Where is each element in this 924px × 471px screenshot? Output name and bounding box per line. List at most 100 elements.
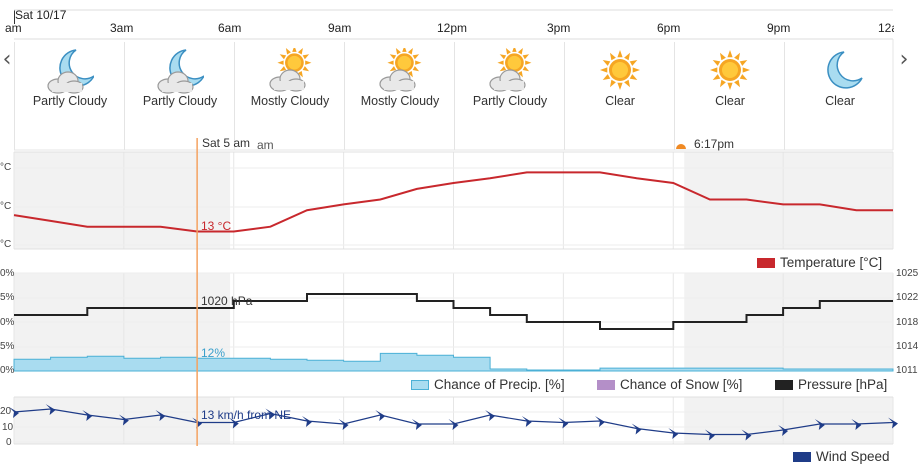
night-shade bbox=[14, 397, 231, 444]
pressure-axis-label-3: 1018 bbox=[896, 317, 919, 328]
pressure-axis-label-5: 1011 bbox=[896, 365, 918, 376]
wind-direction-arrow bbox=[851, 419, 862, 430]
hour-label: 12pm bbox=[437, 21, 468, 35]
moon-cloud-icon bbox=[46, 48, 95, 94]
wind-direction-arrow bbox=[375, 410, 386, 421]
moon-icon bbox=[816, 48, 864, 92]
wind-direction-arrow bbox=[265, 408, 276, 420]
snow-legend[interactable]: Chance of Snow [%] bbox=[597, 377, 742, 392]
cursor-time-label: Sat 5 am bbox=[202, 136, 250, 150]
temperature-swatch bbox=[757, 257, 775, 268]
condition-label: Clear bbox=[825, 94, 855, 108]
wind-direction-arrow bbox=[704, 429, 715, 441]
wind-swatch bbox=[793, 451, 811, 462]
wind-readout: 13 km/h from NE bbox=[201, 408, 292, 422]
wind-direction-arrow bbox=[521, 416, 532, 427]
wind-direction-arrow bbox=[302, 416, 312, 427]
wind-direction-arrow bbox=[485, 410, 496, 421]
condition-cell: Clear bbox=[784, 42, 895, 150]
condition-label: Clear bbox=[715, 94, 745, 108]
sun-icon bbox=[706, 48, 754, 92]
moon-cloud-icon bbox=[156, 48, 205, 94]
wind-axis-label-2: 10 bbox=[2, 422, 14, 433]
sun-icon bbox=[596, 48, 644, 92]
wind-direction-arrow bbox=[741, 429, 752, 441]
hour-label: 9pm bbox=[767, 21, 791, 35]
temperature-readout: 13 °C bbox=[201, 219, 232, 233]
wind-direction-arrow bbox=[558, 417, 569, 429]
pct-axis-label-1: 0% bbox=[0, 268, 15, 279]
sun-cloud-icon bbox=[376, 45, 424, 92]
pct-axis-label-4: 5% bbox=[0, 341, 15, 352]
wind-direction-arrow bbox=[82, 410, 93, 421]
precip-legend-label: Chance of Precip. [%] bbox=[434, 377, 565, 392]
cursor-time: Sat 5 am bbox=[202, 136, 251, 150]
condition-cell: Clear bbox=[564, 42, 675, 150]
date-tick bbox=[14, 10, 15, 24]
wind-direction-arrow bbox=[814, 419, 825, 430]
wind-axis-label-3: 0 bbox=[6, 437, 12, 448]
sun-cloud-icon bbox=[486, 45, 534, 92]
wind-legend[interactable]: Wind Speed bbox=[793, 449, 890, 464]
hour-label: 6pm bbox=[657, 21, 681, 35]
hour-label: 6am bbox=[218, 21, 242, 35]
wind-direction-arrow bbox=[888, 417, 898, 429]
sunset-icon bbox=[676, 143, 686, 149]
hour-label: 12a bbox=[878, 21, 894, 35]
condition-cell: Partly Cloudy bbox=[124, 42, 235, 150]
sun-cloud-icon bbox=[266, 45, 314, 92]
wind-axis-label-1: 20 bbox=[0, 406, 12, 417]
night-shade bbox=[684, 397, 893, 444]
hour-label: 3pm bbox=[547, 21, 571, 35]
pct-axis-label-3: 0% bbox=[0, 317, 15, 328]
pressure-legend-label: Pressure [hPa] bbox=[798, 377, 888, 392]
wind-direction-arrow bbox=[45, 404, 56, 415]
precip-swatch bbox=[411, 379, 429, 390]
temp-axis-label-2: °C bbox=[0, 201, 12, 212]
cursor-partial-label: am bbox=[257, 138, 274, 152]
temp-axis-label-3: °C bbox=[0, 239, 12, 250]
temperature-legend-label: Temperature [°C] bbox=[780, 255, 883, 270]
wind-direction-arrow bbox=[448, 419, 459, 430]
condition-label: Mostly Cloudy bbox=[250, 94, 330, 108]
condition-cell: Mostly Cloudy bbox=[344, 42, 455, 150]
wind-direction-arrow bbox=[338, 419, 349, 430]
next-arrow-icon[interactable]: › bbox=[899, 46, 909, 72]
wind-direction-arrow bbox=[118, 414, 129, 426]
temp-axis-label-1: °C bbox=[0, 162, 12, 173]
hour-label: 9am bbox=[328, 21, 352, 35]
wind-legend-label: Wind Speed bbox=[816, 449, 890, 464]
condition-cell: Partly Cloudy bbox=[14, 42, 125, 150]
wind-direction-arrow bbox=[668, 428, 679, 439]
previous-arrow-icon[interactable]: ‹ bbox=[2, 46, 12, 72]
wind-direction-arrow bbox=[155, 410, 166, 421]
condition-label: Clear bbox=[605, 94, 635, 108]
wind-direction-arrow bbox=[631, 423, 642, 435]
temperature-line bbox=[13, 171, 893, 233]
pressure-axis-label-2: 1022 bbox=[896, 292, 919, 303]
precip-area bbox=[13, 352, 894, 372]
condition-label: Mostly Cloudy bbox=[360, 94, 440, 108]
pct-axis-label-5: 0% bbox=[0, 365, 15, 376]
snow-legend-label: Chance of Snow [%] bbox=[620, 377, 743, 392]
sunset-time: 6:17pm bbox=[694, 137, 735, 151]
pressure-axis-label-4: 1014 bbox=[896, 341, 919, 352]
pressure-legend[interactable]: Pressure [hPa] bbox=[775, 377, 887, 392]
pressure-swatch bbox=[775, 379, 793, 390]
pressure-axis-label-1: 1025 bbox=[896, 268, 919, 279]
sunset-marker: 6:17pm bbox=[676, 137, 734, 151]
pct-axis-label-2: 5% bbox=[0, 292, 15, 303]
condition-cell: Mostly Cloudy bbox=[234, 42, 345, 150]
wind-direction-arrow bbox=[778, 425, 789, 436]
wind-direction-arrow bbox=[228, 417, 239, 429]
condition-cell: Clear bbox=[674, 42, 785, 150]
condition-label: Partly Cloudy bbox=[32, 94, 108, 108]
precip-readout: 12% bbox=[201, 346, 226, 360]
temperature-legend[interactable]: Temperature [°C] bbox=[757, 255, 882, 270]
condition-label: Partly Cloudy bbox=[472, 94, 548, 108]
snow-swatch bbox=[597, 379, 615, 390]
condition-cell: Partly Cloudy bbox=[454, 42, 565, 150]
precip-legend[interactable]: Chance of Precip. [%] bbox=[411, 377, 565, 392]
wind-direction-arrow bbox=[9, 407, 19, 418]
